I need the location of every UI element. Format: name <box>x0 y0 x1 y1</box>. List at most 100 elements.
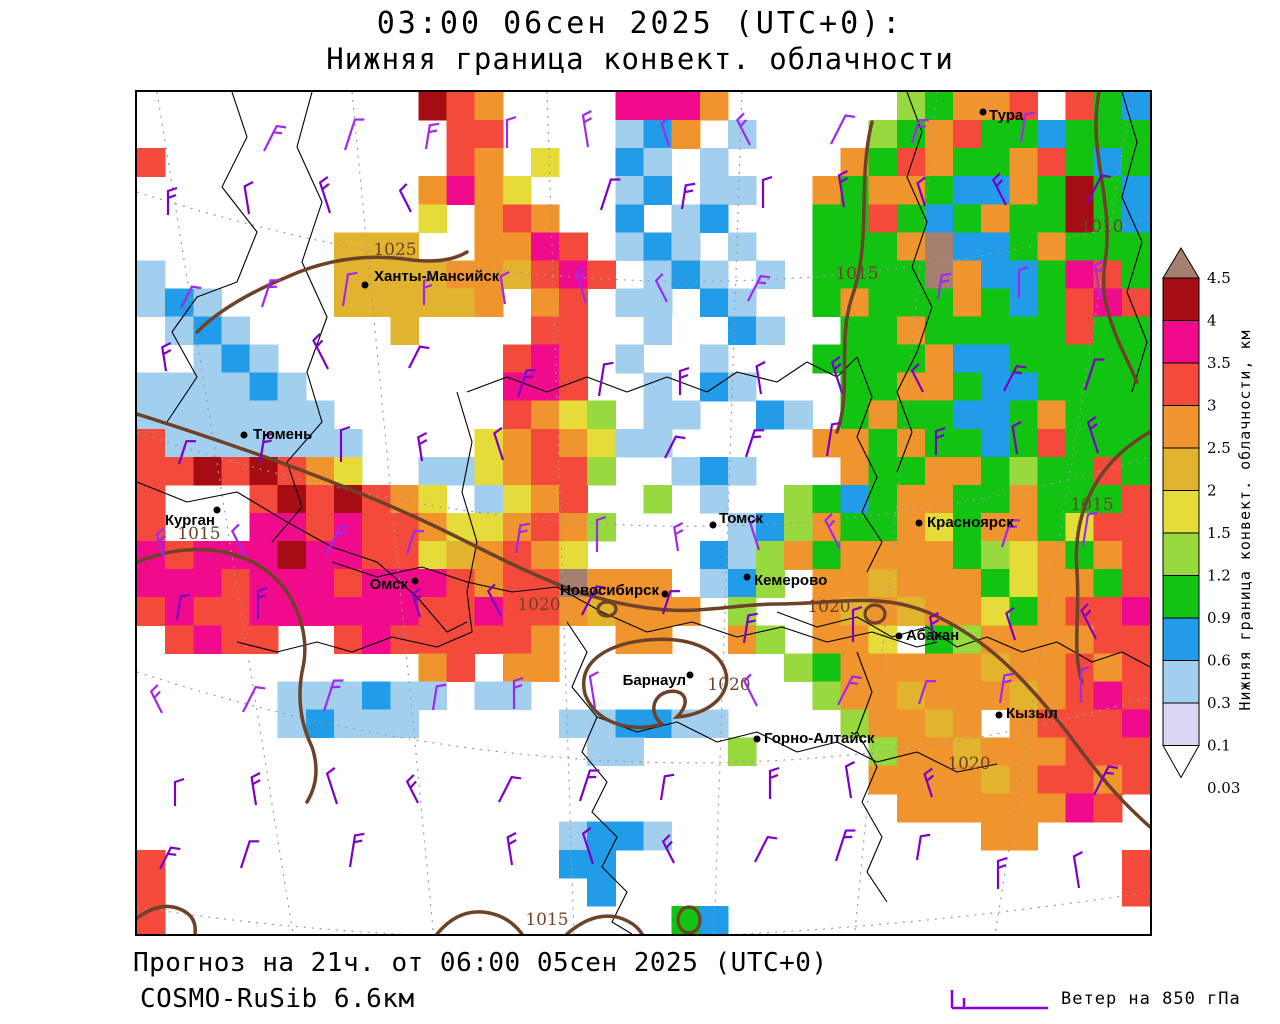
wind-barb <box>486 583 502 617</box>
field-cell <box>249 513 307 542</box>
field-cell <box>924 92 954 121</box>
wind-barb <box>998 672 1014 704</box>
region-boundary <box>236 391 478 653</box>
wind-barb-shape <box>243 180 254 215</box>
wind-barb-shape <box>825 421 842 457</box>
wind-barb <box>505 115 517 148</box>
field-cell <box>699 344 729 374</box>
wind-barb-shape <box>830 356 844 394</box>
field-cell <box>334 260 448 290</box>
field-cell <box>615 288 673 318</box>
field-cell <box>249 597 419 626</box>
wind-barb <box>754 835 778 863</box>
model-info: COSMO-RuSib 6.6км <box>140 984 415 1014</box>
field-cell <box>1065 793 1095 823</box>
wind-barb-shape <box>581 827 595 865</box>
wind-barb-shape <box>936 272 952 300</box>
field-cell <box>221 625 279 654</box>
wind-barb <box>1003 364 1027 392</box>
wind-barb <box>1080 602 1097 640</box>
city-label: Омск <box>370 576 409 593</box>
city-dot <box>213 506 221 514</box>
field-cell <box>1037 456 1095 486</box>
wind-barb <box>256 586 268 619</box>
colorbar-tick-label: 1.5 <box>1207 524 1231 542</box>
field-cell <box>137 148 166 177</box>
region-boundary <box>596 716 998 773</box>
field-cell <box>896 92 926 121</box>
field-cell <box>1037 541 1067 570</box>
field-cell <box>699 569 729 598</box>
forecast-info: Прогноз на 21ч. от 06:00 05сен 2025 (UTC… <box>133 948 828 978</box>
field-cell <box>643 316 673 346</box>
field-cell <box>840 513 898 542</box>
field-cell <box>896 484 954 514</box>
field-cell <box>924 428 982 458</box>
field-cell <box>1093 541 1123 570</box>
field-cell <box>1009 92 1038 121</box>
field-cell <box>1009 176 1038 205</box>
wind-barb-shape <box>180 285 202 309</box>
wind-barb <box>1072 851 1083 889</box>
city-label: Курган <box>165 512 215 529</box>
city-label: Горно-Алтайск <box>764 730 875 747</box>
region-boundary <box>856 651 888 903</box>
wind-barb-shape <box>661 834 675 864</box>
field-cell <box>643 400 701 430</box>
wind-barb-shape <box>1003 364 1027 392</box>
field-cell <box>1037 120 1067 149</box>
field-cell <box>924 120 954 149</box>
field-cell <box>981 765 1010 795</box>
field-cell <box>784 541 813 570</box>
wind-barb <box>260 279 281 308</box>
wind-barb-shape <box>654 273 668 303</box>
field-cell <box>587 877 616 907</box>
field-cell <box>840 456 870 486</box>
field-cell <box>756 260 785 290</box>
wind-barb <box>431 683 447 711</box>
wind-barb <box>424 122 440 150</box>
field-cell <box>953 92 1010 121</box>
city-label: Тюмень <box>253 426 312 443</box>
field-cell <box>446 120 504 149</box>
field-cell <box>615 92 701 121</box>
field-cell <box>812 232 898 261</box>
wind-barb-shape <box>678 366 690 395</box>
field-cell <box>1037 260 1067 290</box>
wind-barb <box>263 124 287 152</box>
field-cell <box>699 456 729 486</box>
field-cell <box>446 260 504 290</box>
wind-barb <box>578 769 600 802</box>
wind-barb-shape <box>260 279 281 308</box>
field-cell <box>502 204 532 233</box>
isobar-label: 1010 <box>1080 217 1123 237</box>
isobar-line <box>1094 92 1139 384</box>
field-cell <box>1121 877 1150 907</box>
field-cell <box>1037 372 1150 402</box>
city-dot <box>915 519 923 527</box>
field-cell <box>137 456 194 486</box>
wind-barb <box>230 523 246 557</box>
field-cell <box>840 316 898 346</box>
wind-barb <box>159 846 181 870</box>
field-cell <box>137 597 166 626</box>
city-label: Красноярск <box>927 514 1014 531</box>
wind-barb <box>595 515 607 552</box>
wind-barb-shape <box>325 767 339 805</box>
field-cell <box>305 513 335 542</box>
wind-barb-shape <box>1079 665 1091 702</box>
field-cell <box>474 681 532 711</box>
wind-barb-shape <box>325 525 351 556</box>
field-cell <box>1065 597 1123 626</box>
wind-barb-shape <box>1005 606 1017 641</box>
field-cell <box>981 737 1067 767</box>
wind-barb <box>348 832 365 868</box>
colorbar-arrow-top <box>1162 247 1200 279</box>
field-cell <box>896 372 954 402</box>
field-cell <box>1121 148 1150 177</box>
colorbar-cell <box>1162 575 1200 619</box>
wind-barb-shape <box>431 683 447 711</box>
field-cell <box>587 428 616 458</box>
field-cell <box>1065 260 1095 290</box>
wind-barb-shape <box>408 345 430 369</box>
